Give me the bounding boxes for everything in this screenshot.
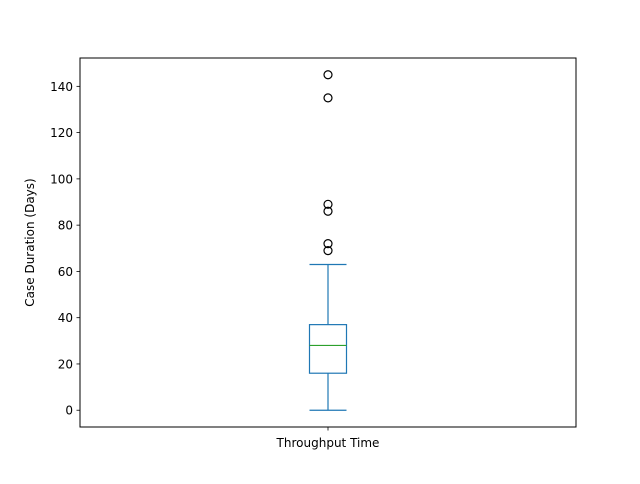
y-tick-label: 0 xyxy=(65,404,73,418)
y-tick-label: 120 xyxy=(50,126,73,140)
y-tick-label: 100 xyxy=(50,172,73,186)
outlier-point xyxy=(323,239,333,249)
plot-area xyxy=(308,70,348,411)
y-axis-label: Case Duration (Days) xyxy=(23,178,37,306)
axes-frame xyxy=(79,57,577,428)
y-tick-label: 20 xyxy=(58,357,73,371)
y-tick-label: 80 xyxy=(58,219,73,233)
box-plot-group xyxy=(308,70,348,411)
y-tick-label: 140 xyxy=(50,80,73,94)
iqr-box xyxy=(308,324,348,374)
x-tick-label: Throughput Time xyxy=(276,436,380,450)
y-tick-label: 60 xyxy=(58,265,73,279)
outlier-point xyxy=(323,206,333,216)
outlier-point xyxy=(323,199,333,209)
y-axis-ticks: 0 20 40 60 80 100 120 140 xyxy=(50,80,80,418)
outlier-point xyxy=(323,245,333,256)
outlier-point xyxy=(323,93,333,103)
y-tick-label: 40 xyxy=(58,311,73,325)
x-axis-ticks: Throughput Time xyxy=(276,427,380,450)
outlier-point xyxy=(323,70,333,80)
